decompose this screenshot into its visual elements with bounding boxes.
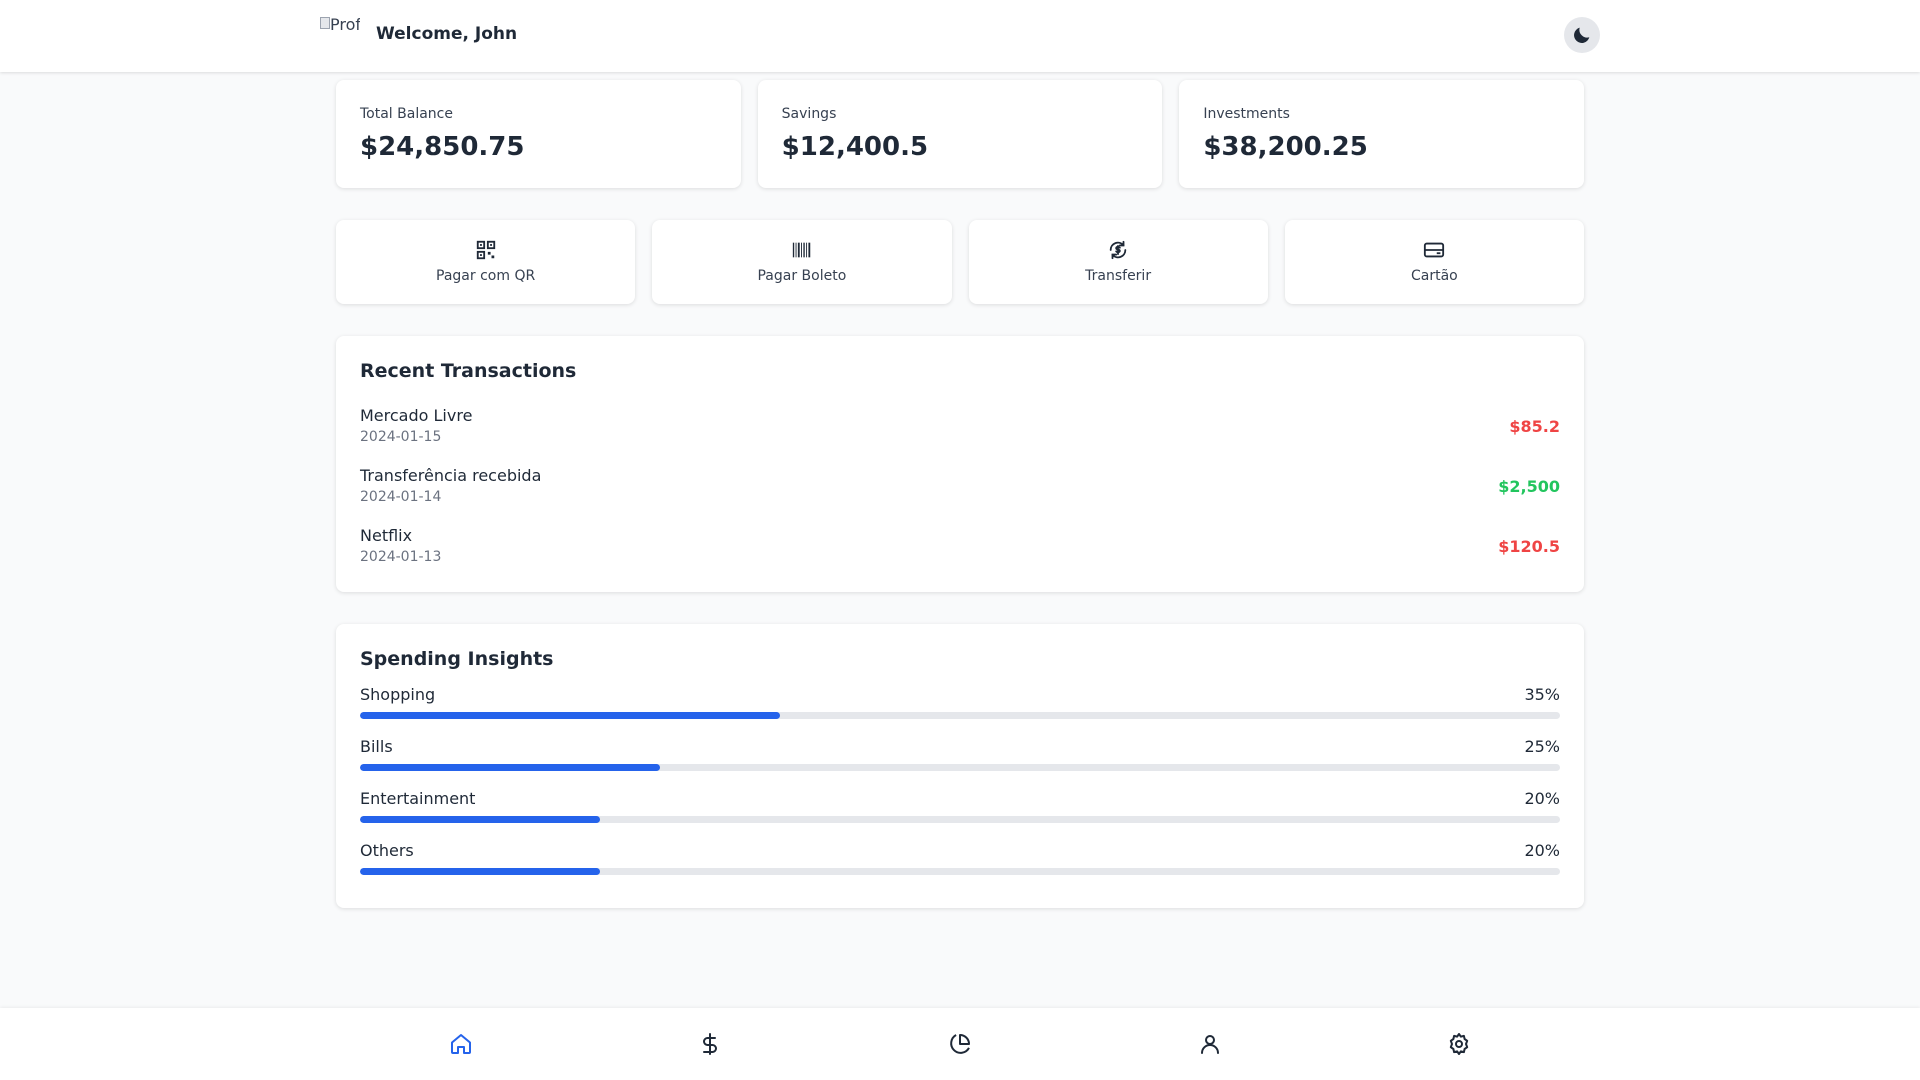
card-value: $38,200.25 (1203, 132, 1368, 162)
nav-finance[interactable] (690, 1024, 730, 1064)
insight-category: Entertainment (360, 789, 476, 808)
insight-category: Others (360, 841, 414, 860)
home-icon (450, 1034, 471, 1054)
nav-profile[interactable] (1190, 1024, 1230, 1064)
transaction-date: 2024-01-14 (360, 489, 442, 505)
balance-card-savings: Savings $12,400.5 (757, 80, 1163, 188)
insight-row: Others 20% (360, 840, 1560, 892)
progress-fill (360, 764, 660, 771)
progress-fill (360, 816, 600, 823)
quick-actions: Pagar com QR Pagar Boleto Transferir (336, 220, 1584, 304)
pay-qr-button[interactable]: Pagar com QR (336, 220, 636, 304)
progress-track (360, 712, 1560, 719)
settings-icon (1449, 1033, 1469, 1055)
spending-insights-panel: Spending Insights Shopping 35% Bills 25%… (336, 624, 1584, 908)
card-value: $12,400.5 (781, 132, 929, 162)
card-button[interactable]: Cartão (1284, 220, 1584, 304)
insight-row: Entertainment 20% (360, 788, 1560, 840)
transaction-name: Transferência recebida (360, 466, 542, 485)
transaction-amount: $120.5 (1498, 536, 1560, 556)
transaction-row[interactable]: Transferência recebida 2024-01-14 $2,500 (360, 456, 1560, 516)
broken-image-icon (320, 17, 330, 29)
top-header: Profile Welcome, John (0, 0, 1920, 72)
qr-code-icon (476, 240, 495, 260)
nav-analytics[interactable] (940, 1024, 980, 1064)
insight-row: Shopping 35% (360, 684, 1560, 736)
insight-percent: 20% (1524, 789, 1560, 808)
progress-track (360, 868, 1560, 875)
transaction-date: 2024-01-13 (360, 549, 442, 565)
transaction-row[interactable]: Mercado Livre 2024-01-15 $85.2 (360, 396, 1560, 456)
transfer-icon (1109, 240, 1127, 260)
panel-title: Recent Transactions (360, 360, 577, 382)
insight-percent: 20% (1524, 841, 1560, 860)
avatar-alt-text: Profile (330, 17, 360, 34)
insight-percent: 35% (1524, 685, 1560, 704)
barcode-icon (792, 242, 811, 258)
action-label: Pagar com QR (436, 268, 536, 284)
nav-settings[interactable] (1439, 1024, 1479, 1064)
transaction-amount: $85.2 (1509, 416, 1560, 436)
theme-toggle-button[interactable] (1564, 17, 1600, 53)
user-icon (1200, 1035, 1219, 1054)
card-label: Savings (781, 106, 837, 122)
balance-card-total: Total Balance $24,850.75 (336, 80, 741, 188)
balance-card-investments: Investments $38,200.25 (1179, 80, 1585, 188)
progress-fill (360, 868, 600, 875)
card-label: Total Balance (360, 106, 453, 122)
transaction-row[interactable]: Netflix 2024-01-13 $120.5 (360, 516, 1560, 576)
insight-category: Shopping (360, 685, 436, 704)
action-label: Transferir (1085, 268, 1152, 284)
progress-track (360, 816, 1560, 823)
transaction-amount: $2,500 (1498, 476, 1560, 496)
insight-row: Bills 25% (360, 736, 1560, 788)
dollar-icon (703, 1033, 718, 1055)
recent-transactions-panel: Recent Transactions Mercado Livre 2024-0… (336, 336, 1584, 592)
transaction-name: Netflix (360, 526, 413, 545)
transaction-name: Mercado Livre (360, 406, 473, 425)
panel-title: Spending Insights (360, 648, 554, 670)
action-label: Cartão (1411, 268, 1458, 284)
action-label: Pagar Boleto (757, 268, 847, 284)
moon-icon (1574, 27, 1590, 43)
card-value: $24,850.75 (360, 132, 525, 162)
pay-boleto-button[interactable]: Pagar Boleto (652, 220, 952, 304)
insight-category: Bills (360, 737, 393, 756)
progress-fill (360, 712, 780, 719)
nav-home[interactable] (441, 1024, 481, 1064)
insight-percent: 25% (1524, 737, 1560, 756)
bottom-nav (0, 1008, 1920, 1080)
progress-track (360, 764, 1560, 771)
transfer-button[interactable]: Transferir (968, 220, 1268, 304)
transaction-date: 2024-01-15 (360, 429, 442, 445)
card-label: Investments (1203, 106, 1290, 122)
pie-chart-icon (950, 1034, 970, 1054)
balance-cards: Total Balance $24,850.75 Savings $12,400… (336, 80, 1585, 188)
credit-card-icon (1424, 242, 1445, 258)
avatar[interactable]: Profile (320, 17, 360, 57)
welcome-text: Welcome, John (376, 24, 518, 44)
